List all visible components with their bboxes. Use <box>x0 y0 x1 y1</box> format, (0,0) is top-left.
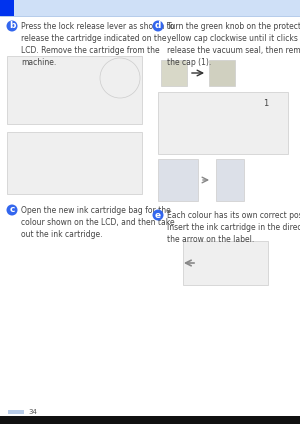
Circle shape <box>7 20 17 31</box>
Text: 1: 1 <box>263 99 268 108</box>
Text: 34: 34 <box>28 409 37 415</box>
Bar <box>161 60 187 86</box>
Bar <box>216 159 244 201</box>
Text: Press the lock release lever as shown to
release the cartridge indicated on the
: Press the lock release lever as shown to… <box>21 22 174 67</box>
Bar <box>158 92 288 154</box>
Circle shape <box>152 20 164 31</box>
Text: b: b <box>9 22 15 31</box>
Text: e: e <box>155 210 161 220</box>
Text: c: c <box>9 206 15 215</box>
Text: Turn the green knob on the protective
yellow cap clockwise until it clicks to
re: Turn the green knob on the protective ye… <box>167 22 300 67</box>
Bar <box>183 241 268 285</box>
Text: Open the new ink cartridge bag for the
colour shown on the LCD, and then take
ou: Open the new ink cartridge bag for the c… <box>21 206 175 239</box>
Bar <box>0 416 300 424</box>
Circle shape <box>152 209 164 220</box>
Circle shape <box>7 204 17 215</box>
Bar <box>158 159 198 201</box>
Text: Each colour has its own correct position.
Insert the ink cartridge in the direct: Each colour has its own correct position… <box>167 211 300 244</box>
Bar <box>7 56 142 124</box>
Bar <box>0 0 14 16</box>
Text: d: d <box>155 22 161 31</box>
Bar <box>8 410 24 414</box>
Bar <box>0 0 300 16</box>
Circle shape <box>100 58 140 98</box>
Bar <box>7 132 142 194</box>
Bar <box>209 60 235 86</box>
